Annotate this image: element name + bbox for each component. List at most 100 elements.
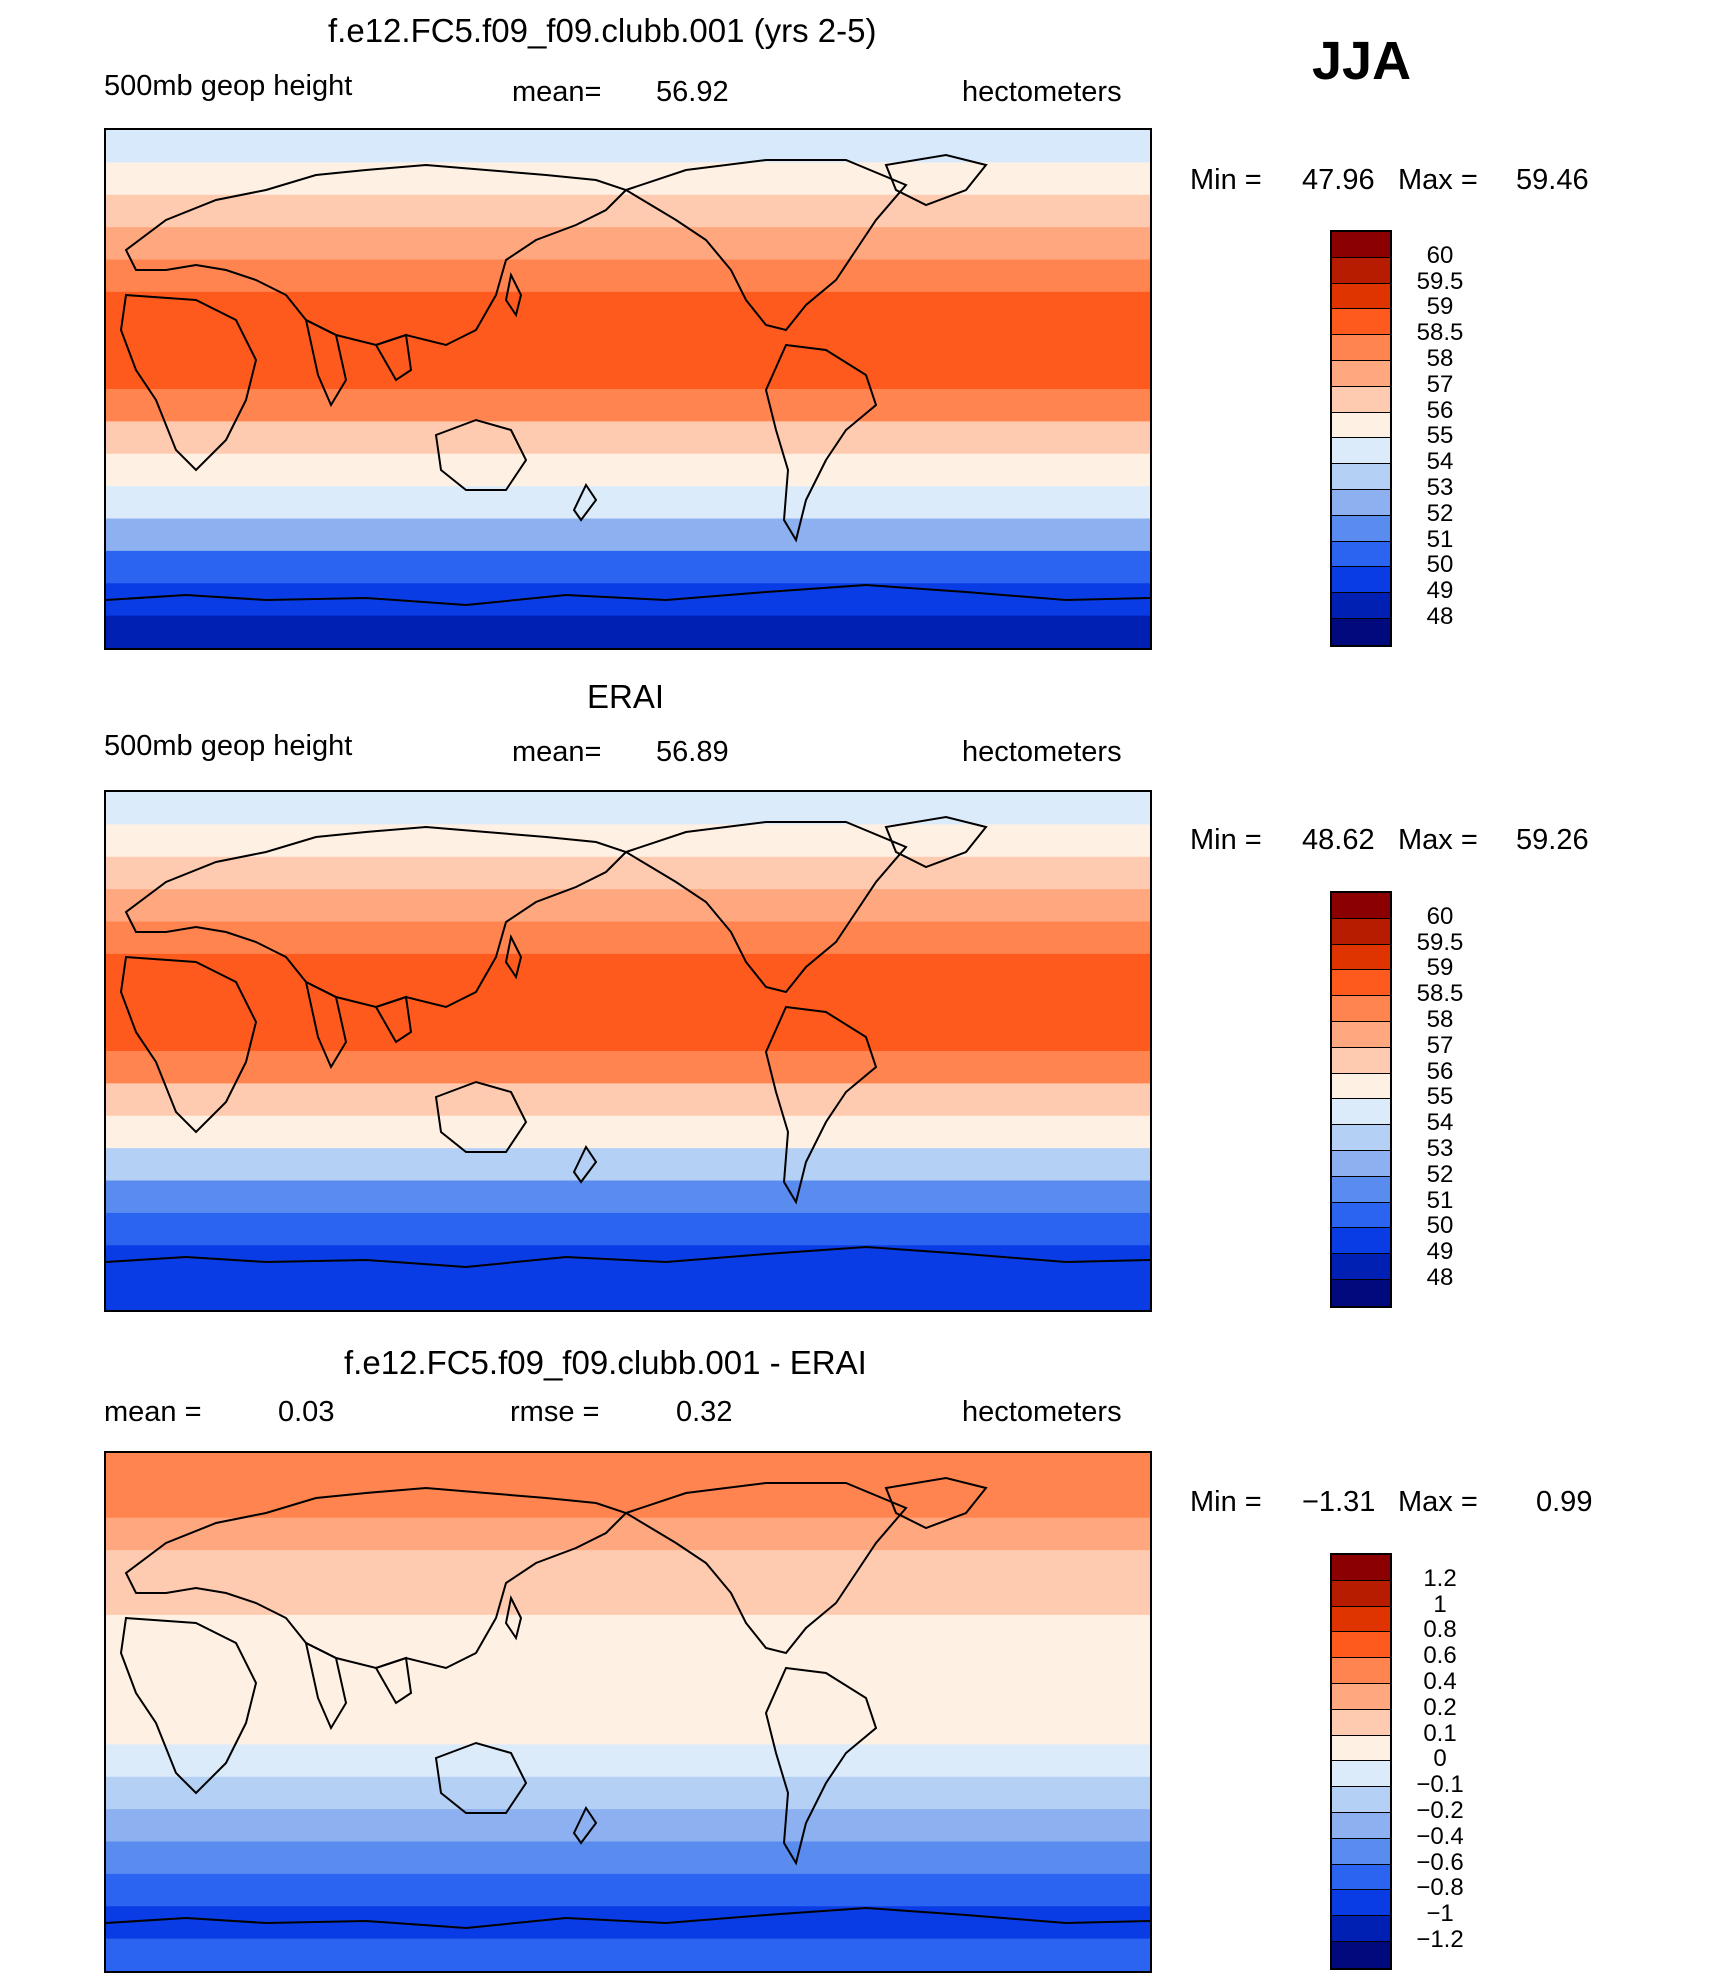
colorbar-segment	[1332, 360, 1390, 387]
colorbar-tick-label: −0.1	[1416, 1771, 1464, 1799]
season-label: JJA	[1312, 31, 1412, 91]
colorbar-tick-label: 50	[1426, 551, 1454, 579]
colorbar-tick-label: 50	[1426, 1212, 1454, 1240]
contour-band	[106, 259, 1150, 293]
colorbar-tick-label: 54	[1426, 1109, 1454, 1137]
max-label: Max =	[1398, 164, 1478, 196]
colorbar-tick-label: 58	[1426, 1006, 1454, 1033]
colorbar-segment	[1332, 970, 1390, 997]
colorbar-segment	[1332, 541, 1390, 568]
contour-band	[106, 291, 1150, 326]
colorbar-segment	[1332, 1254, 1390, 1280]
colorbar-segment	[1332, 593, 1390, 619]
min-label: Min =	[1190, 1486, 1262, 1518]
colorbar-tick-label: 53	[1426, 1135, 1454, 1162]
units-label: hectometers	[962, 76, 1122, 108]
colorbar-tick-label: −0.4	[1416, 1822, 1464, 1850]
colorbar-tick-label: 1	[1433, 1590, 1447, 1618]
contour-band	[106, 1647, 1150, 1681]
units-label: hectometers	[962, 736, 1122, 768]
colorbar-tick-label: 54	[1426, 448, 1454, 476]
colorbar-tick-label: 51	[1426, 525, 1454, 553]
panel-title: f.e12.FC5.f09_f09.clubb.001 (yrs 2-5)	[328, 12, 877, 49]
mean-label: mean=	[512, 76, 602, 108]
colorbar-tick-label: 48	[1426, 1264, 1454, 1291]
colorbar-model	[1330, 230, 1392, 647]
mean-value: 56.89	[656, 736, 729, 768]
colorbar-segment	[1332, 257, 1390, 284]
colorbar-segment	[1332, 464, 1390, 490]
rmse-value: 0.32	[676, 1396, 733, 1428]
max-value: 0.99	[1536, 1486, 1593, 1518]
panel-title: ERAI	[587, 678, 665, 715]
contour-band	[106, 1051, 1150, 1085]
diff-mean-value: 0.03	[278, 1396, 335, 1428]
colorbar-segment	[1332, 1709, 1390, 1736]
colorbar-tick-label: 59.5	[1416, 267, 1464, 295]
contour-band	[106, 1517, 1150, 1552]
colorbar-tick-label: −1	[1426, 1900, 1454, 1928]
colorbar-segment	[1332, 335, 1390, 361]
colorbar-tick-label: 52	[1426, 499, 1454, 527]
colorbar-segment	[1332, 1890, 1390, 1917]
contour-band	[106, 792, 1150, 826]
contour-band	[106, 1938, 1150, 1971]
colorbar-segment	[1332, 944, 1390, 971]
contour-band	[106, 227, 1150, 261]
contour-band	[106, 1582, 1150, 1616]
colorbar-segment	[1332, 1073, 1390, 1100]
contour-band	[106, 421, 1150, 455]
colorbar-tick-label: −0.2	[1416, 1797, 1464, 1824]
colorbar-segment	[1332, 996, 1390, 1022]
contour-band	[106, 130, 1150, 164]
min-value: −1.31	[1302, 1486, 1376, 1518]
colorbar-segment	[1332, 386, 1390, 413]
colorbar-tick-label: 0	[1433, 1745, 1447, 1773]
min-label: Min =	[1190, 164, 1262, 196]
field-label: 500mb geop height	[104, 730, 353, 762]
contour-band	[106, 986, 1150, 1020]
colorbar-tick-label: 0.6	[1423, 1642, 1457, 1670]
contour-band	[106, 1776, 1150, 1811]
contour-band	[106, 1614, 1150, 1649]
contour-band	[106, 856, 1150, 891]
colorbar-tick-label: 52	[1426, 1160, 1454, 1188]
colorbar-segment	[1332, 1279, 1390, 1306]
contour-band	[106, 1453, 1150, 1487]
colorbar-segment	[1332, 283, 1390, 310]
mean-value: 56.92	[656, 76, 729, 108]
contour-band	[106, 356, 1150, 391]
mean-label: mean=	[512, 736, 602, 768]
colorbar-segment	[1332, 1658, 1390, 1684]
panel-title: f.e12.FC5.f09_f09.clubb.001 - ERAI	[344, 1344, 867, 1381]
max-value: 59.26	[1516, 824, 1589, 856]
colorbar-tick-label: 48	[1426, 603, 1454, 630]
map-obs	[104, 790, 1152, 1312]
rmse-label: rmse =	[510, 1396, 600, 1428]
contour-band	[106, 1873, 1150, 1908]
contour-band	[106, 1809, 1150, 1843]
colorbar-tick-label: −0.6	[1416, 1848, 1464, 1876]
map-diff	[104, 1451, 1152, 1973]
colorbar-tick-label: 0.4	[1423, 1668, 1457, 1695]
units-label: hectometers	[962, 1396, 1122, 1428]
colorbar-segment	[1332, 1099, 1390, 1126]
colorbar-segment	[1332, 1202, 1390, 1229]
colorbar-segment	[1332, 1176, 1390, 1203]
colorbar-segment	[1332, 1580, 1390, 1607]
contour-band	[106, 518, 1150, 552]
colorbar-segment	[1332, 1787, 1390, 1813]
colorbar-segment	[1332, 1021, 1390, 1048]
colorbar-segment	[1332, 1735, 1390, 1762]
colorbar-segment	[1332, 1761, 1390, 1788]
contour-band	[106, 1712, 1150, 1746]
colorbar-tick-label: 0.2	[1423, 1693, 1457, 1721]
colorbar-segment	[1332, 1916, 1390, 1942]
colorbar-segment	[1332, 1683, 1390, 1710]
contour-band	[106, 1115, 1150, 1150]
colorbar-tick-label: 59	[1426, 954, 1454, 982]
colorbar-segment	[1332, 1555, 1390, 1581]
min-value: 47.96	[1302, 164, 1375, 196]
colorbar-tick-label: 0.8	[1423, 1616, 1457, 1644]
max-value: 59.46	[1516, 164, 1589, 196]
